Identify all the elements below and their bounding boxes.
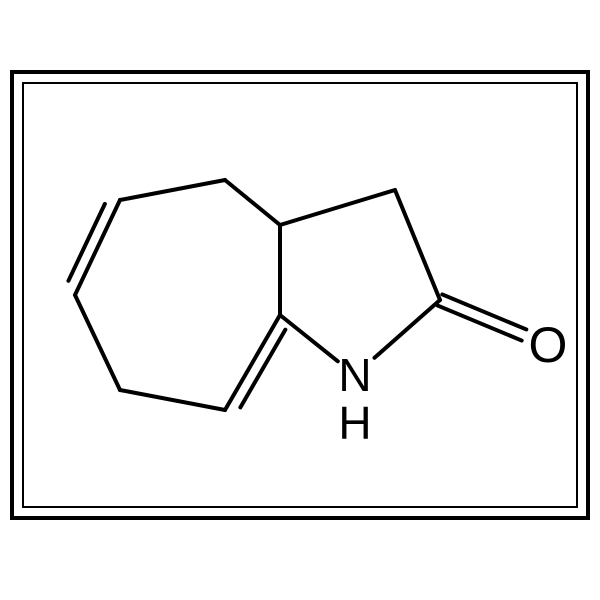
molecule-diagram (0, 0, 600, 600)
nitrogen-label: N (338, 348, 371, 402)
hydrogen-label: H (338, 396, 371, 450)
oxygen-label: O (529, 316, 568, 374)
canvas: N H O (0, 0, 600, 600)
